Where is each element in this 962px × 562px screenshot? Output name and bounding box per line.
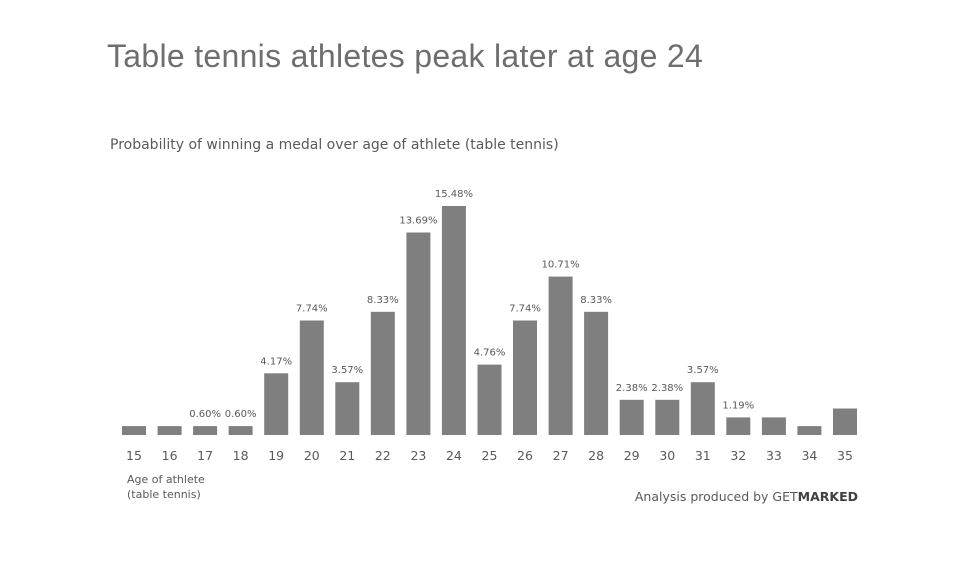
bar-age-20 (299, 320, 324, 435)
x-tick-label-35: 35 (837, 448, 853, 463)
x-tick-label-32: 32 (730, 448, 746, 463)
data-label-age-32: 1.19% (722, 400, 754, 411)
data-label-age-29: 2.38% (616, 383, 648, 394)
data-label-age-28: 8.33% (580, 295, 612, 306)
x-tick-label-18: 18 (233, 448, 249, 463)
x-tick-label-28: 28 (588, 448, 604, 463)
data-label-age-21: 3.57% (331, 365, 363, 376)
x-axis-label-line-1: Age of athlete (127, 473, 205, 486)
data-label-age-27: 10.71% (542, 260, 580, 271)
bar-age-35 (833, 408, 857, 435)
x-tick-label-34: 34 (801, 448, 817, 463)
bar-age-30 (655, 399, 680, 435)
x-tick-labels-group: 15 16 17 18 19 20 21 22 23 24 25 26 27 28 29 30 31 32 33 34… (126, 448, 853, 463)
credit-brand: MARKED (797, 489, 858, 504)
x-tick-label-22: 22 (375, 448, 391, 463)
bar-age-29 (619, 399, 644, 435)
bar-age-15 (122, 426, 146, 435)
bar-age-27 (548, 276, 573, 435)
bar-age-22 (370, 311, 395, 435)
bar-age-16 (157, 426, 182, 435)
bar-age-26 (513, 320, 537, 435)
data-label-age-26: 7.74% (509, 304, 541, 315)
data-label-age-23: 13.69% (399, 216, 437, 227)
x-tick-label-19: 19 (268, 448, 284, 463)
x-tick-label-31: 31 (695, 448, 711, 463)
x-tick-label-20: 20 (304, 448, 320, 463)
chart-title: Table tennis athletes peak later at age … (107, 38, 704, 74)
bar-age-24 (441, 206, 466, 435)
x-tick-label-25: 25 (482, 448, 498, 463)
bar-age-25 (477, 364, 502, 435)
bar-age-18 (228, 426, 253, 435)
bar-age-17 (193, 426, 218, 435)
credit-prefix: Analysis produced by GET (634, 489, 798, 504)
x-axis-label: Age of athlete (table tennis) (127, 472, 205, 502)
x-axis-label-line-2: (table tennis) (127, 488, 201, 501)
data-label-age-18: 0.60% (225, 409, 257, 420)
analysis-credit: Analysis produced by GETMARKED (635, 489, 858, 504)
x-tick-label-33: 33 (766, 448, 782, 463)
data-label-age-17: 0.60% (189, 409, 221, 420)
bar-age-19 (264, 373, 289, 435)
x-tick-label-17: 17 (197, 448, 213, 463)
x-tick-label-24: 24 (446, 448, 462, 463)
x-tick-label-29: 29 (624, 448, 640, 463)
bar-age-32 (726, 417, 751, 435)
data-label-age-25: 4.76% (474, 348, 506, 359)
x-tick-label-23: 23 (410, 448, 426, 463)
data-label-age-20: 7.74% (296, 304, 328, 315)
x-tick-label-16: 16 (162, 448, 178, 463)
bar-age-33 (761, 417, 786, 435)
x-tick-label-30: 30 (659, 448, 675, 463)
bar-age-28 (584, 311, 609, 435)
data-label-age-19: 4.17% (260, 356, 292, 367)
data-label-age-30: 2.38% (651, 383, 683, 394)
x-tick-label-26: 26 (517, 448, 533, 463)
data-label-age-24: 15.48% (435, 189, 473, 200)
x-tick-label-15: 15 (126, 448, 142, 463)
chart-subtitle: Probability of winning a medal over age … (110, 137, 559, 153)
x-tick-label-21: 21 (339, 448, 355, 463)
bar-age-34 (797, 426, 822, 435)
bar-age-31 (690, 382, 715, 435)
bar-age-21 (335, 382, 360, 435)
data-label-age-22: 8.33% (367, 295, 399, 306)
bars-group (122, 206, 857, 435)
x-tick-label-27: 27 (553, 448, 569, 463)
bar-age-23 (406, 232, 431, 435)
data-label-age-31: 3.57% (687, 365, 719, 376)
data-labels-group: 0.60% 0.60% 4.17% 7.74% 3.57% 8.33% 13.69% 15.4… (189, 189, 754, 420)
